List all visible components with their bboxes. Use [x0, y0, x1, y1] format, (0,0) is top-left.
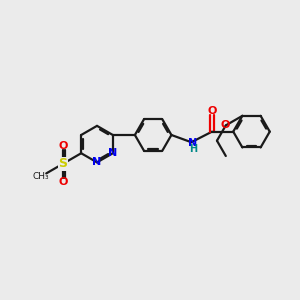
Text: S: S: [58, 157, 67, 170]
Text: O: O: [220, 120, 230, 130]
Text: N: N: [108, 148, 117, 158]
Text: O: O: [58, 141, 68, 151]
Text: H: H: [189, 144, 197, 154]
Text: N: N: [188, 138, 197, 148]
Text: CH₃: CH₃: [33, 172, 50, 181]
Text: O: O: [58, 177, 68, 187]
Text: N: N: [92, 158, 102, 167]
Text: O: O: [207, 106, 217, 116]
